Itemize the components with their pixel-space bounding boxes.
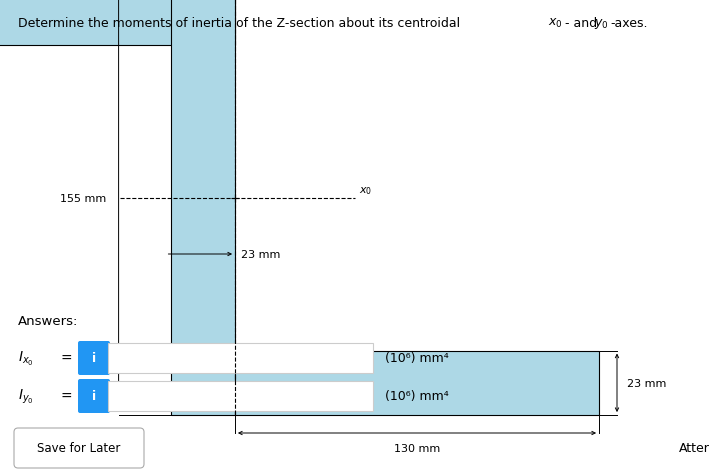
Text: - and: - and	[565, 17, 601, 30]
Text: i: i	[92, 390, 96, 403]
FancyBboxPatch shape	[78, 341, 110, 375]
Bar	[108, 343, 373, 373]
Text: Determine the moments of inertia of the Z-section about its centroidal: Determine the moments of inertia of the …	[18, 17, 464, 30]
Bar	[235, 351, 599, 415]
Bar	[108, 381, 373, 411]
Bar	[0, 0, 235, 46]
Text: $x_0$: $x_0$	[360, 185, 373, 197]
Text: $x_0$: $x_0$	[549, 17, 563, 30]
Text: 155 mm: 155 mm	[60, 194, 107, 204]
Text: Answers:: Answers:	[18, 314, 78, 327]
FancyBboxPatch shape	[14, 428, 144, 468]
Bar	[170, 0, 235, 415]
Text: $I_{x_0}$: $I_{x_0}$	[18, 349, 34, 367]
Text: 130 mm: 130 mm	[394, 443, 440, 453]
Text: $y_0$: $y_0$	[594, 17, 609, 31]
Text: (10⁶) mm⁴: (10⁶) mm⁴	[385, 352, 449, 365]
Text: Save for Later: Save for Later	[37, 442, 120, 455]
Text: 23 mm: 23 mm	[627, 378, 666, 388]
Text: -axes.: -axes.	[610, 17, 647, 30]
Text: (10⁶) mm⁴: (10⁶) mm⁴	[385, 390, 449, 403]
Text: 23 mm: 23 mm	[241, 249, 281, 259]
Text: =: =	[60, 389, 72, 403]
Text: $I_{y_0}$: $I_{y_0}$	[18, 387, 34, 405]
FancyBboxPatch shape	[78, 379, 110, 413]
Text: i: i	[92, 352, 96, 365]
Text: Atter: Atter	[679, 442, 710, 455]
Text: =: =	[60, 351, 72, 365]
